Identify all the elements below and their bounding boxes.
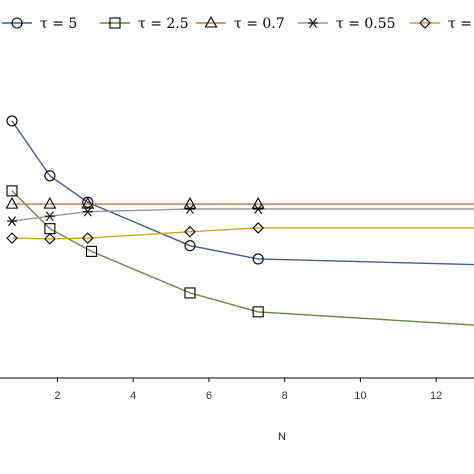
plot-markers <box>5 115 265 318</box>
x-axis-ticks: 2 4 6 8 10 12 <box>54 378 442 402</box>
legend-label-1: τ = 2.5 <box>138 16 189 32</box>
data-point-2-2 <box>81 196 95 209</box>
legend-item-1: τ = 2.5 <box>100 16 189 32</box>
data-point-0-1 <box>44 170 56 182</box>
series-line-1 <box>11 190 474 326</box>
legend-item-0: τ = 5 <box>2 16 77 32</box>
legend-marker-3 <box>308 18 318 28</box>
x-tick-label-2: 6 <box>206 390 212 402</box>
data-point-2-1 <box>43 196 57 209</box>
legend-item-3: τ = 0.55 <box>298 16 396 32</box>
data-point-3-0 <box>7 216 17 226</box>
data-point-2-4 <box>251 196 265 209</box>
x-tick-label-0: 2 <box>54 390 60 402</box>
legend-label-0: τ = 5 <box>40 16 77 32</box>
legend-label-4: τ = 1 <box>448 16 474 32</box>
data-point-0-0 <box>6 115 18 127</box>
legend-marker-0 <box>11 17 23 29</box>
series-line-0 <box>11 120 474 266</box>
legend-item-4: τ = 1 <box>410 16 474 32</box>
data-point-4-2 <box>81 232 94 244</box>
x-tick-label-3: 8 <box>282 390 288 402</box>
data-point-3-1 <box>44 211 55 222</box>
x-axis-label: N <box>278 431 286 443</box>
legend-label-2: τ = 0.7 <box>234 16 285 32</box>
data-point-4-3 <box>184 225 196 238</box>
legend-marker-4 <box>419 17 431 29</box>
data-point-1-3 <box>184 287 196 299</box>
legend-label-3: τ = 0.55 <box>336 16 396 32</box>
legend: τ = 5 τ = 2.5 τ = 0.7 τ = 0.55 τ = 1 <box>2 15 474 32</box>
data-point-0-3 <box>184 240 196 252</box>
plot-series <box>11 120 474 326</box>
data-point-0-4 <box>252 253 264 265</box>
data-point-3-3 <box>184 204 195 214</box>
data-point-2-0 <box>5 196 19 209</box>
series-line-4 <box>11 227 474 240</box>
data-point-1-0 <box>6 185 18 197</box>
data-point-2-3 <box>183 196 197 209</box>
data-point-3-4 <box>253 204 264 214</box>
data-point-3-2 <box>82 206 93 217</box>
x-tick-label-5: 12 <box>430 390 442 402</box>
legend-item-2: τ = 0.7 <box>196 15 285 32</box>
data-point-1-2 <box>85 245 98 257</box>
series-line-3 <box>11 208 474 222</box>
x-tick-label-4: 10 <box>354 390 366 402</box>
data-point-1-4 <box>252 306 264 318</box>
x-tick-label-1: 4 <box>130 390 136 402</box>
legend-marker-1 <box>109 17 121 29</box>
data-point-4-0 <box>6 232 18 244</box>
data-point-4-1 <box>44 233 56 245</box>
data-point-4-4 <box>252 222 264 234</box>
legend-marker-2 <box>204 15 218 28</box>
